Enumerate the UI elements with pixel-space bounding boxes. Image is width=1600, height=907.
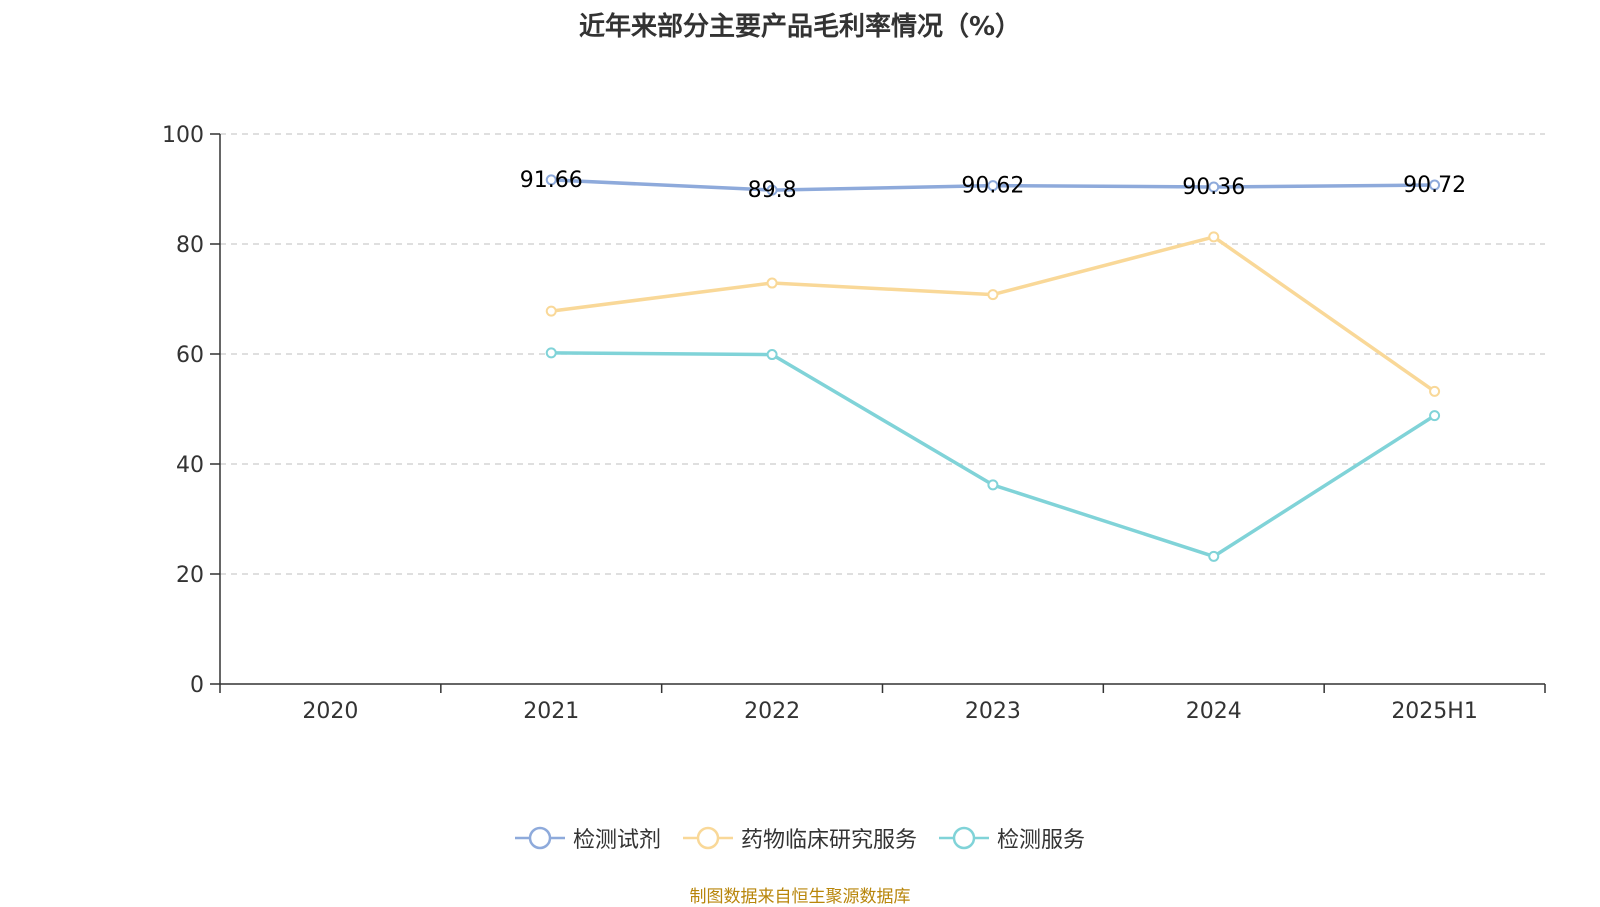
legend-item[interactable]: 药物临床研究服务 xyxy=(682,822,917,854)
x-tick-label: 2020 xyxy=(302,699,358,724)
data-point xyxy=(545,174,557,186)
data-labels: 91.66 89.8 90.62 90.36 90.72 xyxy=(520,168,1466,203)
data-point xyxy=(1208,231,1220,243)
data-point xyxy=(987,289,999,301)
source-note: 制图数据来自恒生聚源数据库 xyxy=(689,887,911,907)
x-tick-label: 2023 xyxy=(965,699,1021,724)
x-tick-label: 2024 xyxy=(1186,699,1242,724)
data-point xyxy=(987,479,999,491)
axes: 0 20 40 60 80 100 2020 2021 2022 2023 2024 2025H1 xyxy=(162,123,1546,724)
data-point xyxy=(1429,179,1441,191)
chart-title: 近年来部分主要产品毛利率情况（%） xyxy=(578,12,1022,42)
x-tick-label: 2021 xyxy=(523,699,579,724)
y-tick-label: 100 xyxy=(162,123,204,148)
legend-label: 检测服务 xyxy=(997,828,1086,853)
series-line xyxy=(551,351,1436,559)
y-tick-label: 60 xyxy=(176,343,204,368)
legend: 检测试剂 药物临床研究服务 检测服务 xyxy=(0,822,1600,854)
series-line xyxy=(551,235,1436,393)
data-point xyxy=(766,349,778,361)
data-point xyxy=(1429,410,1441,422)
legend-marker-icon xyxy=(514,826,565,850)
data-point xyxy=(1208,181,1220,193)
data-point xyxy=(545,347,557,359)
grid-lines xyxy=(220,133,1545,575)
legend-marker-icon xyxy=(682,826,733,850)
x-tick-label: 2025H1 xyxy=(1391,699,1478,724)
data-point xyxy=(766,184,778,196)
data-point xyxy=(987,180,999,192)
legend-marker-icon xyxy=(939,826,989,850)
legend-label: 检测试剂 xyxy=(572,828,661,853)
data-label: 91.66 xyxy=(520,168,583,193)
data-point xyxy=(766,277,778,289)
legend-item[interactable]: 检测试剂 xyxy=(514,822,661,854)
data-point xyxy=(545,305,557,317)
y-tick-label: 20 xyxy=(176,563,204,588)
data-label: 89.8 xyxy=(748,178,797,203)
data-point xyxy=(1208,550,1220,562)
data-label: 90.36 xyxy=(1182,175,1245,200)
data-point xyxy=(1429,385,1441,397)
y-tick-label: 80 xyxy=(176,233,204,258)
legend-item[interactable]: 检测服务 xyxy=(939,822,1085,854)
y-tick-label: 40 xyxy=(176,453,204,478)
data-label: 90.72 xyxy=(1403,173,1466,198)
data-label: 90.62 xyxy=(961,174,1024,199)
x-tick-label: 2022 xyxy=(744,699,800,724)
series-layer xyxy=(545,174,1441,562)
legend-label: 药物临床研究服务 xyxy=(740,828,917,853)
y-tick-label: 0 xyxy=(190,673,204,698)
